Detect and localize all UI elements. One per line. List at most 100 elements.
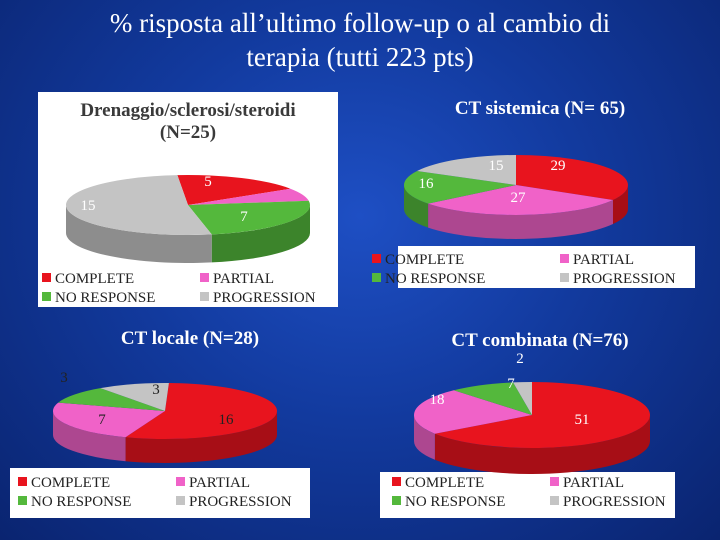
pie-slice-complete [177,175,291,205]
pie-slice-complete [434,382,650,449]
legend-item-progression: PROGRESSION [176,492,292,512]
pie-slice-no-response [404,170,516,204]
legend-swatch [42,292,51,301]
pie-slice-no-response [188,200,310,235]
pie-side-progression [66,205,212,263]
legend-swatch [372,254,381,263]
legend-item-progression: PROGRESSION [560,269,676,289]
legend-label: NO RESPONSE [55,290,156,306]
pie-slice-partial [188,188,309,205]
chart-2-title-line-1: CT sistemica (N= 65) [454,98,626,119]
pie-slice-no-response [58,388,165,411]
legend-swatch [18,496,27,505]
legend-swatch [42,273,51,282]
pie-side-partial [414,415,435,460]
legend-swatch [560,273,569,282]
pie-slice-partial [428,185,613,215]
pie-side-partial [428,200,613,240]
chart-2-legend: COMPLETE PARTIAL NO RESPONSE PROGRESSION [372,250,702,290]
legend-label: COMPLETE [385,252,465,268]
chart-panel-4-legend [380,472,675,518]
legend-label: PARTIAL [563,475,625,491]
legend-swatch [200,273,209,282]
legend-label: PROGRESSION [563,494,666,510]
pie-side-complete [434,415,650,474]
data-label-complete: 5 [204,174,212,190]
chart-3-title-line-1: CT locale (N=28) [120,328,260,349]
legend-swatch [550,477,559,486]
chart-1-legend: COMPLETE PARTIAL NO RESPONSE PROGRESSION [42,269,342,309]
pie-slice-complete [125,383,277,439]
chart-1-title-line-1: Drenaggio/sclerosi/steroidi [80,100,296,121]
legend-item-complete: COMPLETE [18,473,110,493]
legend-swatch [200,292,209,301]
chart-4-title: CT combinata (N=76) [420,330,660,352]
pie-slice-partial [413,390,532,434]
pie-side-partial [53,411,126,462]
pie-slice-progression [100,383,169,411]
legend-item-progression: PROGRESSION [200,288,316,308]
data-label-no-response: 7 [507,376,515,392]
data-label-partial: 2 [306,174,314,190]
pie-slice-progression [65,175,212,236]
data-label-complete: 51 [575,412,590,428]
legend-swatch [392,477,401,486]
pie-slice-complete [516,155,629,200]
legend-item-progression: PROGRESSION [550,492,666,512]
chart-2-title: CT sistemica (N= 65) [420,98,660,120]
legend-item-no-response: NO RESPONSE [42,288,155,308]
legend-item-no-response: NO RESPONSE [372,269,485,289]
chart-4-legend: COMPLETE PARTIAL NO RESPONSE PROGRESSION [392,473,692,513]
legend-swatch [550,496,559,505]
data-label-progression: 15 [81,198,96,214]
chart-3-title: CT locale (N=28) [70,328,310,350]
pie-side-no-response [211,205,310,263]
data-label-partial: 27 [511,190,527,206]
legend-item-complete: COMPLETE [392,473,484,493]
legend-label: PARTIAL [573,252,635,268]
legend-item-no-response: NO RESPONSE [392,492,505,512]
legend-label: NO RESPONSE [405,494,506,510]
data-label-partial: 7 [98,412,106,428]
data-label-no-response: 7 [240,209,248,225]
pie-slice-no-response [453,382,532,415]
legend-label: COMPLETE [55,271,135,287]
legend-label: COMPLETE [405,475,485,491]
legend-label: NO RESPONSE [385,271,486,287]
legend-label: COMPLETE [31,475,111,491]
pie-side-complete [612,185,628,224]
legend-item-partial: PARTIAL [550,473,624,493]
data-label-partial: 18 [430,392,445,408]
chart-1-title: Drenaggio/sclerosi/steroidi (N=25) [38,100,338,144]
legend-label: PROGRESSION [573,271,676,287]
data-label-complete: 16 [219,412,235,428]
slide-title-line-1: % risposta all’ultimo follow-up o al cam… [109,8,611,38]
pie-slice-partial [52,402,165,438]
data-label-complete: 29 [551,158,566,174]
pie-slice-progression [417,155,516,185]
data-label-no-response: 16 [419,176,435,192]
chart-panel-2-legend [398,246,695,288]
slide-title-line-2: terapia (tutti 223 pts) [246,42,474,72]
chart-3-legend: COMPLETE PARTIAL NO RESPONSE PROGRESSION [18,473,318,513]
data-label-progression: 2 [516,351,524,367]
legend-swatch [176,496,185,505]
data-label-no-response: 3 [60,370,68,386]
pie-slice-progression [513,382,532,415]
pie-side-complete [125,411,277,464]
slide-title: % risposta all’ultimo follow-up o al cam… [0,6,720,74]
chart-4-title-line-1: CT combinata (N=76) [451,330,629,351]
legend-swatch [372,273,381,282]
legend-swatch [176,477,185,486]
legend-swatch [18,477,27,486]
legend-item-complete: COMPLETE [42,269,134,289]
legend-item-partial: PARTIAL [200,269,274,289]
legend-label: NO RESPONSE [31,494,132,510]
chart-1-title-line-2: (N=25) [159,122,217,143]
legend-label: PROGRESSION [189,494,292,510]
legend-swatch [392,496,401,505]
legend-item-no-response: NO RESPONSE [18,492,131,512]
legend-label: PARTIAL [213,271,275,287]
